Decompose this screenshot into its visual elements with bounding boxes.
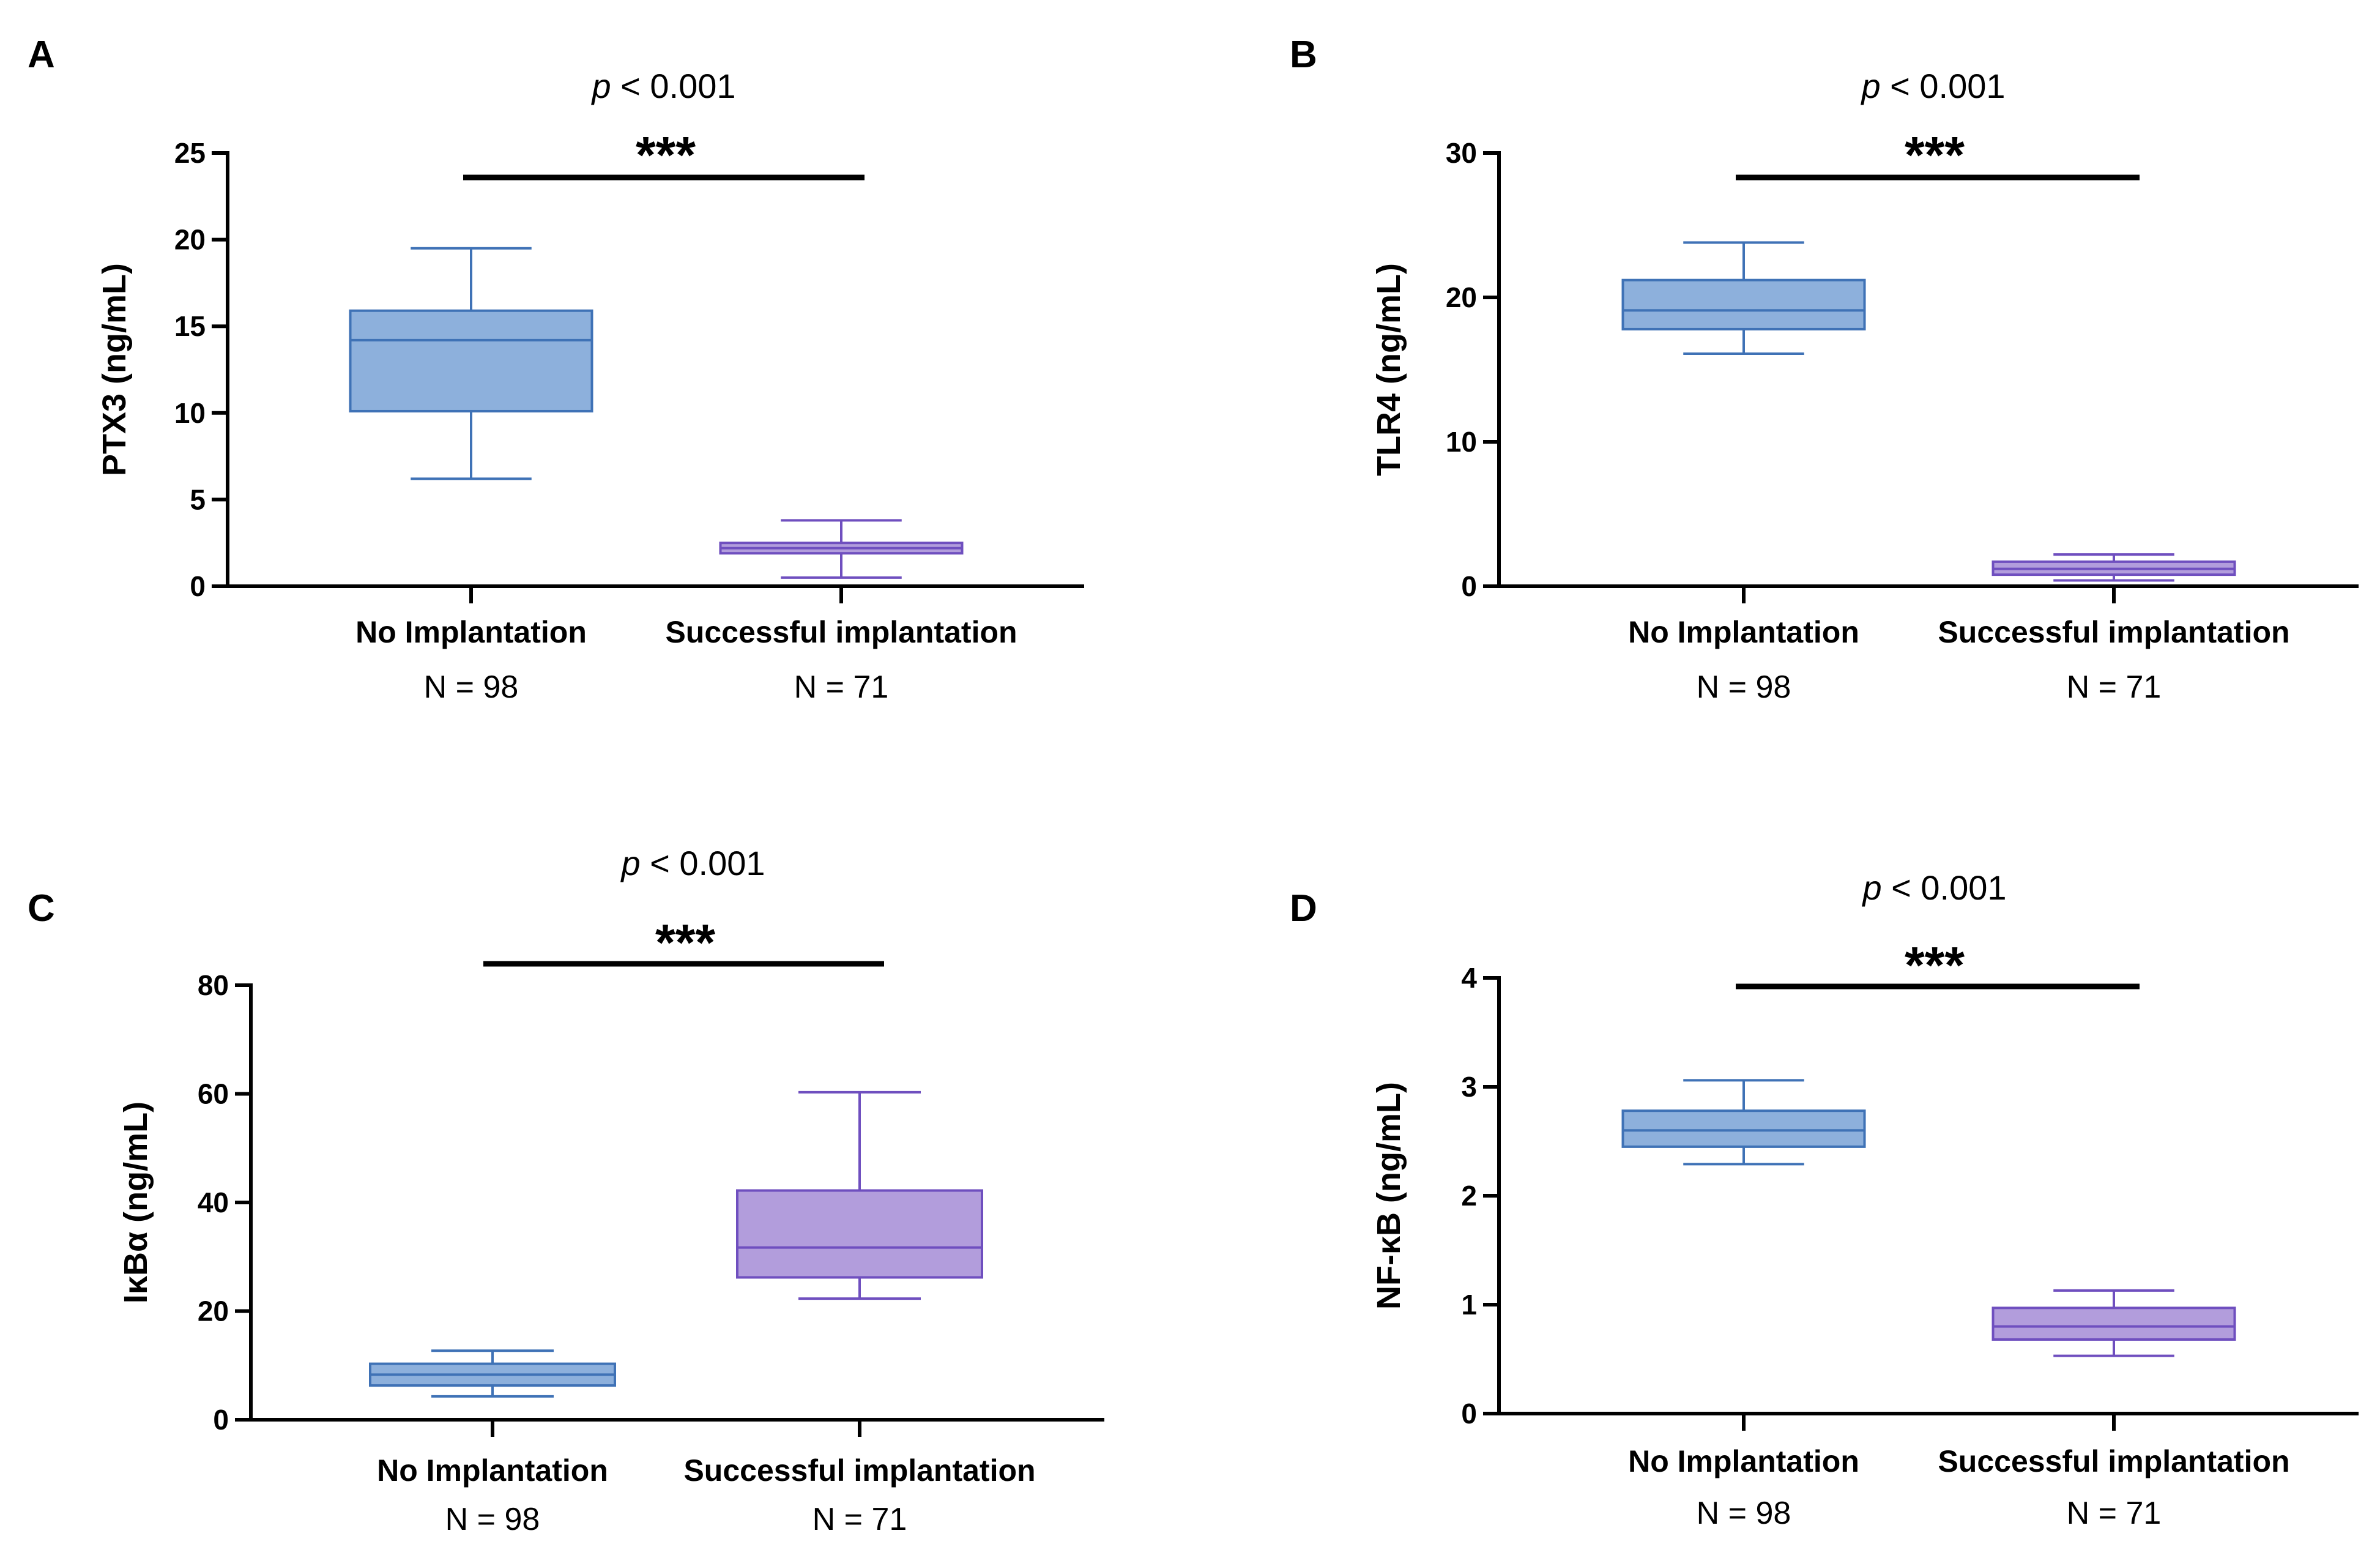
y-tick-label: 30 — [1446, 137, 1477, 169]
p-value-symbol: p — [590, 67, 611, 105]
sample-size-label: N = 71 — [2067, 1496, 2162, 1531]
x-category-label: Successful implantation — [683, 1453, 1035, 1488]
box-no-implantation — [1621, 1079, 1866, 1166]
y-tick-label: 10 — [1446, 426, 1477, 458]
y-tick-label: 10 — [174, 397, 206, 429]
p-value-label: p < 0.001 — [620, 844, 765, 882]
panel-letter: C — [28, 887, 55, 930]
box-successful-implantation — [719, 519, 964, 579]
x-category-label: No Implantation — [1628, 1444, 1859, 1478]
p-value-threshold: < 0.001 — [1881, 67, 2006, 105]
iqr-box — [736, 1189, 983, 1279]
y-tick-label: 1 — [1461, 1289, 1477, 1321]
x-category-label: No Implantation — [1628, 615, 1859, 649]
y-tick-label: 40 — [198, 1187, 229, 1218]
x-category-label: Successful implantation — [1938, 615, 2289, 649]
x-category-label: No Implantation — [355, 615, 587, 649]
box-no-implantation — [369, 1349, 616, 1398]
box-no-implantation — [349, 247, 593, 480]
significance-stars: *** — [636, 126, 696, 184]
p-value-label: p < 0.001 — [590, 67, 735, 105]
y-tick-label: 4 — [1461, 962, 1477, 994]
p-value-label: p < 0.001 — [1861, 868, 2006, 907]
iqr-box — [1991, 1306, 2236, 1341]
y-tick-label: 0 — [1461, 1398, 1477, 1429]
panel-letter: A — [28, 34, 55, 76]
p-value-threshold: < 0.001 — [611, 67, 736, 105]
sample-size-label: N = 98 — [424, 669, 519, 705]
panel-b: Bp < 0.001 *** 0 10 20 30 TLR4 (ng/mL) No Impla… — [1290, 34, 2359, 705]
box-successful-implantation — [736, 1090, 983, 1300]
y-tick-label: 3 — [1461, 1071, 1477, 1103]
y-tick-label: 25 — [174, 137, 206, 169]
p-value-symbol: p — [620, 844, 640, 882]
p-value-threshold: < 0.001 — [1882, 868, 2007, 907]
y-axis-title: NF-κB (ng/mL) — [1370, 1082, 1407, 1310]
y-axis-title: TLR4 (ng/mL) — [1370, 263, 1407, 476]
y-tick-label: 2 — [1461, 1180, 1477, 1212]
iqr-box — [349, 309, 593, 412]
panel-letter: D — [1290, 887, 1317, 930]
y-tick-label: 0 — [1461, 570, 1477, 602]
y-tick-label: 80 — [198, 969, 229, 1001]
y-tick-label: 20 — [174, 224, 206, 256]
sample-size-label: N = 71 — [813, 1502, 907, 1537]
p-value-label: p < 0.001 — [1860, 67, 2005, 105]
sample-size-label: N = 98 — [1697, 669, 1791, 705]
box-successful-implantation — [1991, 553, 2236, 582]
y-axis-title: IκBα (ng/mL) — [117, 1101, 154, 1303]
y-tick-label: 5 — [190, 483, 206, 515]
panel-a: Ap < 0.001 *** 0 5 10 15 20 25 PTX3 (ng/mL) No Im… — [28, 34, 1084, 705]
box-successful-implantation — [1991, 1289, 2236, 1357]
sample-size-label: N = 71 — [2067, 669, 2162, 705]
box-no-implantation — [1621, 241, 1866, 356]
y-tick-label: 0 — [213, 1404, 229, 1436]
y-tick-label: 20 — [198, 1295, 229, 1327]
iqr-box — [1621, 278, 1866, 330]
p-value-symbol: p — [1860, 67, 1880, 105]
y-axis-title: PTX3 (ng/mL) — [96, 263, 133, 476]
p-value-symbol: p — [1861, 868, 1881, 907]
y-tick-label: 60 — [198, 1078, 229, 1110]
p-value-threshold: < 0.001 — [641, 844, 765, 882]
significance-stars: *** — [1905, 126, 1965, 184]
iqr-box — [1621, 1109, 1866, 1148]
x-category-label: No Implantation — [377, 1453, 608, 1488]
x-category-label: Successful implantation — [665, 615, 1017, 649]
y-tick-label: 15 — [174, 310, 206, 342]
sample-size-label: N = 98 — [1697, 1496, 1791, 1531]
sample-size-label: N = 98 — [445, 1502, 540, 1537]
y-tick-label: 20 — [1446, 281, 1477, 313]
sample-size-label: N = 71 — [794, 669, 889, 705]
x-category-label: Successful implantation — [1938, 1444, 2289, 1478]
panel-letter: B — [1290, 34, 1317, 76]
y-tick-label: 0 — [190, 570, 206, 602]
